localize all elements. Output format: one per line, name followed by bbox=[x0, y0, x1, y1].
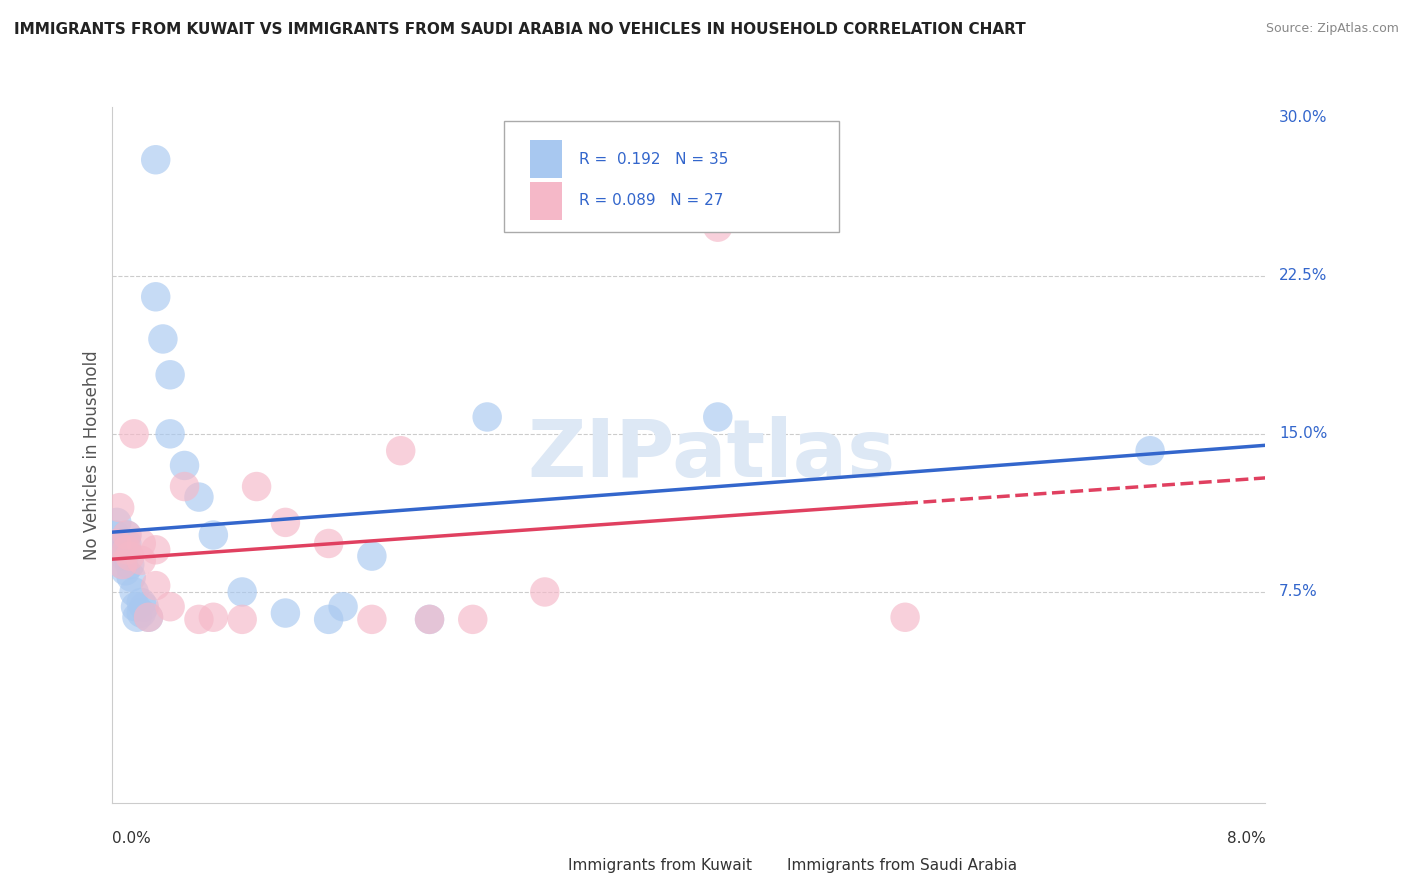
Point bbox=[115, 528, 138, 542]
Point bbox=[105, 516, 128, 530]
Point bbox=[173, 479, 195, 493]
Text: Immigrants from Saudi Arabia: Immigrants from Saudi Arabia bbox=[787, 858, 1017, 873]
Point bbox=[231, 585, 253, 599]
Point bbox=[145, 542, 167, 557]
Bar bbox=[530, 140, 562, 178]
Point bbox=[129, 536, 153, 550]
Point bbox=[145, 290, 167, 304]
Point bbox=[108, 500, 131, 515]
Text: ZIPatlas: ZIPatlas bbox=[527, 416, 896, 494]
Point bbox=[274, 606, 297, 620]
Point bbox=[389, 443, 412, 458]
Point bbox=[360, 612, 382, 626]
Point bbox=[110, 542, 132, 557]
Bar bbox=[527, 852, 560, 880]
Point bbox=[461, 612, 484, 626]
Point bbox=[894, 610, 917, 624]
Point bbox=[332, 599, 354, 614]
Point bbox=[104, 528, 127, 542]
Point bbox=[105, 536, 128, 550]
Text: 15.0%: 15.0% bbox=[1279, 426, 1327, 442]
Point bbox=[115, 542, 138, 557]
Point bbox=[274, 516, 297, 530]
Point bbox=[475, 409, 498, 424]
Point bbox=[108, 536, 131, 550]
Point bbox=[318, 612, 340, 626]
Point bbox=[129, 553, 153, 567]
Point bbox=[120, 570, 142, 584]
Y-axis label: No Vehicles in Household: No Vehicles in Household bbox=[83, 350, 101, 560]
Point bbox=[124, 599, 146, 614]
Point bbox=[159, 599, 181, 614]
Point bbox=[145, 153, 167, 167]
Point bbox=[1139, 443, 1161, 458]
Point bbox=[138, 610, 160, 624]
Point bbox=[111, 558, 134, 572]
Point bbox=[125, 610, 148, 624]
Text: 22.5%: 22.5% bbox=[1279, 268, 1327, 283]
Point bbox=[707, 220, 730, 235]
Point bbox=[202, 528, 225, 542]
Point bbox=[231, 612, 253, 626]
Point bbox=[159, 368, 181, 382]
FancyBboxPatch shape bbox=[505, 121, 839, 232]
Text: 7.5%: 7.5% bbox=[1279, 584, 1317, 599]
Point bbox=[246, 479, 269, 493]
Point bbox=[129, 595, 153, 609]
Point bbox=[188, 612, 211, 626]
Point bbox=[419, 612, 441, 626]
Point bbox=[112, 549, 135, 563]
Bar bbox=[747, 852, 779, 880]
Text: R =  0.192   N = 35: R = 0.192 N = 35 bbox=[579, 152, 728, 167]
Point bbox=[122, 585, 145, 599]
Point bbox=[188, 490, 211, 504]
Text: 30.0%: 30.0% bbox=[1279, 110, 1327, 125]
Point bbox=[145, 579, 167, 593]
Point bbox=[707, 409, 730, 424]
Text: R = 0.089   N = 27: R = 0.089 N = 27 bbox=[579, 194, 724, 209]
Point bbox=[134, 599, 156, 614]
Text: Immigrants from Kuwait: Immigrants from Kuwait bbox=[568, 858, 752, 873]
Point bbox=[114, 564, 136, 578]
Point bbox=[122, 426, 145, 441]
Text: IMMIGRANTS FROM KUWAIT VS IMMIGRANTS FROM SAUDI ARABIA NO VEHICLES IN HOUSEHOLD : IMMIGRANTS FROM KUWAIT VS IMMIGRANTS FRO… bbox=[14, 22, 1026, 37]
Point bbox=[202, 610, 225, 624]
Point bbox=[533, 585, 555, 599]
Bar bbox=[530, 182, 562, 220]
Text: Source: ZipAtlas.com: Source: ZipAtlas.com bbox=[1265, 22, 1399, 36]
Point bbox=[419, 612, 441, 626]
Point bbox=[360, 549, 382, 563]
Point bbox=[111, 558, 134, 572]
Point bbox=[118, 549, 141, 563]
Point bbox=[138, 610, 160, 624]
Point bbox=[115, 536, 138, 550]
Point bbox=[318, 536, 340, 550]
Text: 8.0%: 8.0% bbox=[1226, 830, 1265, 846]
Point bbox=[115, 528, 138, 542]
Point bbox=[173, 458, 195, 473]
Point bbox=[129, 606, 153, 620]
Text: 0.0%: 0.0% bbox=[112, 830, 152, 846]
Point bbox=[152, 332, 174, 346]
Point bbox=[159, 426, 181, 441]
Point bbox=[118, 558, 141, 572]
